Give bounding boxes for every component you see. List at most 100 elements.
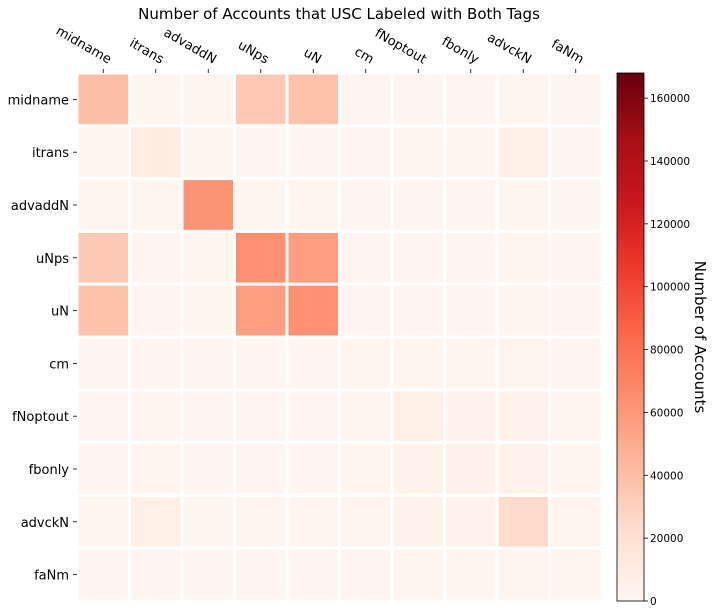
- heatmap-cell-advaddN-uNps: [233, 177, 289, 233]
- x-tick-label: itrans: [127, 36, 167, 68]
- heatmap-cell-fNoptout-faNm: [548, 388, 604, 445]
- colorbar-ticks: 0 20000 40000 60000 80000 100000 120000 140000 1…: [644, 93, 690, 608]
- heatmap-cell-faNm-faNm: [548, 546, 604, 603]
- heatmap-cell-fbonly-itrans: [128, 441, 184, 497]
- heatmap-cell-fNoptout-itrans: [128, 388, 184, 445]
- heatmap-cell-faNm-fbonly: [443, 546, 499, 603]
- heatmap-cell-advaddN-cm: [338, 177, 394, 233]
- x-tick-label: faNm: [548, 37, 586, 67]
- heatmap-cell-midname-fbonly: [443, 71, 499, 128]
- heatmap-cell-uNps-uN: [285, 229, 341, 286]
- heatmap-cell-faNm-cm: [338, 546, 394, 603]
- heatmap-cell-itrans-midname: [75, 124, 131, 181]
- heatmap-cell-cm-cm: [338, 335, 394, 392]
- heatmap-cell-cm-faNm: [548, 335, 604, 392]
- heatmap-cell-uNps-uNps: [233, 229, 289, 286]
- heatmap-cell-uNps-fNoptout: [390, 229, 446, 286]
- heatmap-cell-fbonly-advckN: [495, 441, 551, 497]
- heatmap-cell-midname-itrans: [128, 71, 184, 128]
- y-axis-ticks: midname itrans advaddN uNps uN cm fNoptout fbon…: [8, 93, 77, 584]
- heatmap-cell-cm-advckN: [495, 335, 551, 392]
- y-tick-label: uNps: [36, 252, 69, 267]
- colorbar: 0 20000 40000 60000 80000 100000 120000 140000 1…: [616, 72, 709, 608]
- x-tick-label: fbonly: [439, 34, 482, 67]
- heatmap-cell-advckN-advaddN: [180, 493, 236, 550]
- heatmap-cell-fbonly-fNoptout: [390, 441, 446, 497]
- x-tick-label: advaddN: [161, 25, 219, 67]
- heatmap-cell-uNps-cm: [338, 229, 394, 286]
- x-tick-label: cm: [352, 45, 377, 68]
- heatmap-cell-advckN-uN: [285, 493, 341, 550]
- heatmap-cell-fbonly-fbonly: [443, 441, 499, 497]
- x-tick-label: fNoptout: [372, 26, 429, 67]
- heatmap-cell-itrans-faNm: [548, 124, 604, 181]
- colorbar-tick-label: 0: [650, 596, 657, 608]
- heatmap-cell-itrans-fbonly: [443, 124, 499, 181]
- heatmap-cell-faNm-fNoptout: [390, 546, 446, 603]
- y-tick-label: cm: [49, 357, 69, 372]
- heatmap-cell-midname-advckN: [495, 71, 551, 128]
- colorbar-tick-label: 40000: [650, 470, 683, 482]
- heatmap-cell-fbonly-faNm: [548, 441, 604, 497]
- heatmap-cell-uN-advckN: [495, 282, 551, 339]
- colorbar-tick-label: 80000: [650, 345, 683, 357]
- colorbar-label: Number of Accounts: [691, 261, 709, 414]
- heatmap-cell-midname-uNps: [233, 71, 289, 128]
- heatmap-cell-cm-fNoptout: [390, 335, 446, 392]
- heatmap-cell-cm-advaddN: [180, 335, 236, 392]
- heatmap-cell-fbonly-uN: [285, 441, 341, 497]
- colorbar-tick-label: 160000: [650, 93, 690, 105]
- y-tick-label: advckN: [21, 516, 69, 531]
- heatmap-cell-fNoptout-advaddN: [180, 388, 236, 445]
- x-tick-label: uNps: [235, 38, 271, 68]
- heatmap-cell-fbonly-advaddN: [180, 441, 236, 497]
- y-tick-label: fbonly: [29, 463, 70, 478]
- x-tick-label: advckN: [484, 30, 533, 67]
- heatmap-cell-midname-cm: [338, 71, 394, 128]
- heatmap-cell-advckN-midname: [75, 493, 131, 550]
- heatmap-cell-advckN-faNm: [548, 493, 604, 550]
- heatmap-cell-uN-fNoptout: [390, 282, 446, 339]
- heatmap-cell-uN-uNps: [233, 282, 289, 339]
- heatmap-cell-advaddN-fNoptout: [390, 177, 446, 233]
- heatmap-cell-uN-midname: [75, 282, 131, 339]
- heatmap-cell-uNps-midname: [75, 229, 131, 286]
- colorbar-tick-label: 60000: [650, 407, 683, 419]
- heatmap-cell-cm-uNps: [233, 335, 289, 392]
- heatmap-cell-uNps-advaddN: [180, 229, 236, 286]
- heatmap-cell-faNm-midname: [75, 546, 131, 603]
- heatmap-cell-advaddN-midname: [75, 177, 131, 233]
- heatmap-cell-advckN-fbonly: [443, 493, 499, 550]
- heatmap-cell-advaddN-advckN: [495, 177, 551, 233]
- heatmap-cell-fNoptout-uNps: [233, 388, 289, 445]
- heatmap-cell-uNps-advckN: [495, 229, 551, 286]
- heatmap-cell-fNoptout-fNoptout: [390, 388, 446, 445]
- heatmap-cell-itrans-cm: [338, 124, 394, 181]
- heatmap-cell-itrans-itrans: [128, 124, 184, 181]
- heatmap-cell-itrans-uN: [285, 124, 341, 181]
- heatmap-cell-advckN-itrans: [128, 493, 184, 550]
- heatmap-cell-uNps-fbonly: [443, 229, 499, 286]
- heatmap-cell-cm-midname: [75, 335, 131, 392]
- heatmap-cell-fbonly-cm: [338, 441, 394, 497]
- heatmap-cell-itrans-fNoptout: [390, 124, 446, 181]
- heatmap-cell-advaddN-advaddN: [180, 177, 236, 233]
- heatmap-cell-midname-midname: [75, 71, 131, 128]
- heatmap-cell-faNm-advaddN: [180, 546, 236, 603]
- heatmap-cell-advaddN-faNm: [548, 177, 604, 233]
- heatmap-cell-uN-cm: [338, 282, 394, 339]
- heatmap-cell-advaddN-itrans: [128, 177, 184, 233]
- heatmap-cell-uN-itrans: [128, 282, 184, 339]
- y-tick-label: faNm: [34, 569, 69, 584]
- colorbar-tick-label: 120000: [650, 219, 690, 231]
- heatmap-cell-cm-fbonly: [443, 335, 499, 392]
- y-tick-label: itrans: [32, 146, 69, 161]
- heatmap-cell-uN-advaddN: [180, 282, 236, 339]
- heatmap-cell-itrans-uNps: [233, 124, 289, 181]
- heatmap-cell-fNoptout-cm: [338, 388, 394, 445]
- heatmap-cell-midname-fNoptout: [390, 71, 446, 128]
- heatmap-cell-fNoptout-midname: [75, 388, 131, 445]
- heatmap-cell-advckN-cm: [338, 493, 394, 550]
